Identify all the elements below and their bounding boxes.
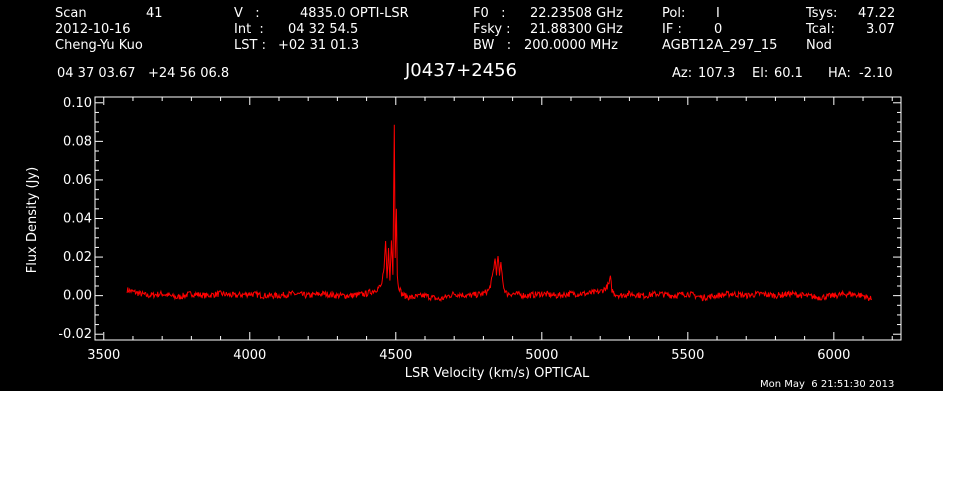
spectrum-series-line [126,124,872,303]
tcal-value: 3.07 [866,22,895,37]
hour-angle-label: HA: [828,66,851,81]
rest-frequency-label: F0 : [473,6,506,21]
y-tick-label: -0.02 [58,327,92,342]
plot-frame [94,96,902,341]
rest-frequency-value: 22.23508 GHz [530,6,623,21]
x-tick-label: 5000 [525,348,558,363]
observer-name: Cheng-Yu Kuo [55,38,143,53]
x-tick-label: 6000 [817,348,850,363]
scan-value: 41 [146,6,163,21]
velocity-label: V : [234,6,260,21]
y-tick-label: 0.10 [63,96,92,111]
x-tick-label: 3500 [87,348,120,363]
y-tick-label: 0.06 [63,173,92,188]
tsys-value: 47.22 [858,6,896,21]
bandwidth-value: 200.0000 MHz [524,38,618,53]
if-value: 0 [714,22,723,37]
elevation-label: El: [752,66,769,81]
scan-label: Scan [55,6,87,21]
polarization-label: Pol: [662,6,686,21]
velocity-value: 4835.0 OPTI-LSR [300,6,409,21]
y-axis-label: Flux Density (Jy) [25,167,40,273]
obs-date: 2012-10-16 [55,22,131,37]
lst-value: +02 31 01.3 [278,38,360,53]
tsys-label: Tsys: [806,6,838,21]
integration-value: 04 32 54.5 [288,22,359,37]
sky-frequency-value: 21.88300 GHz [530,22,623,37]
spectrum-panel: Scan 41 2012-10-16 Cheng-Yu Kuo V : 4835… [0,0,943,391]
chart-title: J0437+2456 [405,60,518,81]
y-tick-label: 0.00 [63,289,92,304]
y-tick-label: 0.02 [63,250,92,265]
sky-frequency-label: Fsky : [473,22,511,37]
elevation-value: 60.1 [774,66,803,81]
project-id: AGBT12A_297_15 [662,38,778,53]
azimuth-value: 107.3 [698,66,736,81]
plot-timestamp: Mon May 6 21:51:30 2013 [760,379,895,390]
x-tick-label: 4500 [379,348,412,363]
integration-label: Int : [234,22,264,37]
axis-ticks [95,97,901,340]
polarization-value: I [716,6,720,21]
x-tick-label: 5500 [671,348,704,363]
if-label: IF : [662,22,682,37]
bandwidth-label: BW : [473,38,512,53]
azimuth-label: Az: [672,66,693,81]
observing-mode: Nod [806,38,832,53]
y-tick-label: 0.04 [63,212,92,227]
spectrum-plot: 3500 4000 4500 5000 5500 6000 -0.02 0.00 0.02 0.0… [25,96,902,381]
tcal-label: Tcal: [806,22,835,37]
hour-angle-value: -2.10 [859,66,893,81]
y-tick-label: 0.08 [63,134,92,149]
source-coordinates: 04 37 03.67 +24 56 06.8 [57,66,230,81]
series-group [126,124,872,303]
x-tick-label: 4000 [233,348,266,363]
axis-tick-labels: 3500 4000 4500 5000 5500 6000 -0.02 0.00 0.02 0.0… [58,96,850,363]
x-axis-label: LSR Velocity (km/s) OPTICAL [405,366,590,381]
lst-label: LST : [234,38,266,53]
